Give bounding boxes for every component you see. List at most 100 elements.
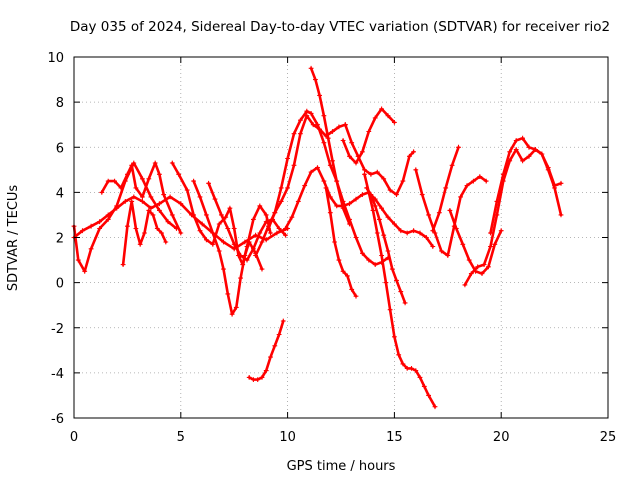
data-point <box>229 311 235 317</box>
series-trace <box>344 123 415 196</box>
y-tick-label: 6 <box>56 141 64 156</box>
data-point <box>197 194 203 200</box>
data-point <box>112 178 117 184</box>
data-point <box>118 185 124 191</box>
data-point <box>129 162 135 168</box>
data-point <box>308 65 314 71</box>
data-point <box>242 239 248 245</box>
data-point <box>447 208 453 213</box>
data-point <box>163 239 169 245</box>
series-sat03 <box>99 160 184 236</box>
series-sat19 <box>430 144 461 234</box>
data-point <box>212 196 218 202</box>
data-point <box>430 228 436 234</box>
data-point <box>533 147 538 152</box>
data-point <box>244 257 250 263</box>
x-tick-label: 0 <box>70 430 78 445</box>
data-point <box>360 149 365 155</box>
data-point <box>336 124 342 130</box>
series-trace <box>414 168 488 257</box>
data-point <box>298 117 303 123</box>
data-point <box>278 185 284 191</box>
data-point <box>432 404 438 410</box>
y-tick-label: -4 <box>51 367 64 382</box>
data-point <box>426 212 431 218</box>
data-point <box>404 230 410 236</box>
data-point <box>80 228 85 234</box>
data-point <box>456 144 461 150</box>
data-point <box>486 264 491 270</box>
data-point <box>498 228 504 234</box>
data-point <box>233 305 239 310</box>
data-point <box>231 226 237 231</box>
data-point <box>157 201 162 207</box>
data-point <box>97 219 102 225</box>
data-point <box>253 232 258 238</box>
data-point <box>317 93 322 98</box>
data-point <box>368 192 374 197</box>
data-point <box>368 171 374 177</box>
data-point <box>263 368 269 373</box>
y-tick-label: 0 <box>56 277 64 292</box>
data-point <box>383 280 389 285</box>
data-point <box>436 210 442 216</box>
data-point <box>417 230 423 236</box>
data-point <box>325 135 331 141</box>
data-point <box>283 232 288 238</box>
y-tick-label: 2 <box>56 232 64 247</box>
data-point <box>398 228 404 234</box>
data-point <box>392 334 397 340</box>
series-trace <box>171 161 272 266</box>
data-point <box>392 221 397 227</box>
data-point <box>483 178 489 184</box>
data-point <box>396 352 402 358</box>
data-point <box>221 239 226 245</box>
data-point <box>278 199 284 204</box>
data-point <box>355 153 361 159</box>
data-point <box>394 192 399 197</box>
data-point <box>381 176 387 182</box>
data-point <box>398 289 404 294</box>
data-point <box>458 194 463 200</box>
data-point <box>340 203 346 209</box>
series-trace <box>254 114 347 257</box>
data-point <box>321 140 327 146</box>
data-point <box>394 278 399 283</box>
data-point <box>169 160 175 166</box>
y-tick-label: -2 <box>51 322 64 337</box>
x-tick-label: 15 <box>386 430 403 445</box>
data-point <box>347 153 352 159</box>
data-point <box>289 214 295 220</box>
data-point <box>315 165 320 170</box>
data-point <box>432 230 438 236</box>
data-point <box>122 199 128 204</box>
data-point <box>216 248 222 254</box>
series-sat15 <box>342 122 416 197</box>
data-point <box>545 167 551 173</box>
data-point <box>129 199 135 204</box>
data-point <box>231 241 237 247</box>
data-point <box>385 113 391 119</box>
data-point <box>366 129 372 134</box>
data-point <box>75 257 81 263</box>
data-point <box>400 361 406 367</box>
data-point <box>374 230 380 236</box>
data-point <box>349 287 355 292</box>
data-point <box>221 266 226 272</box>
data-point <box>413 167 419 173</box>
x-tick-labels: 0 5 10 15 20 25 <box>70 430 616 445</box>
data-point <box>345 273 350 279</box>
data-point <box>379 106 384 112</box>
data-point <box>475 264 481 270</box>
series-trace <box>72 161 178 273</box>
data-point <box>152 160 158 166</box>
x-tick-label: 25 <box>600 430 617 445</box>
data-point <box>219 212 224 218</box>
data-point <box>308 169 314 175</box>
data-point <box>347 201 352 207</box>
data-point <box>251 217 256 222</box>
data-point <box>137 241 143 247</box>
data-point <box>304 113 310 119</box>
data-point <box>385 248 391 254</box>
data-point <box>520 135 525 141</box>
